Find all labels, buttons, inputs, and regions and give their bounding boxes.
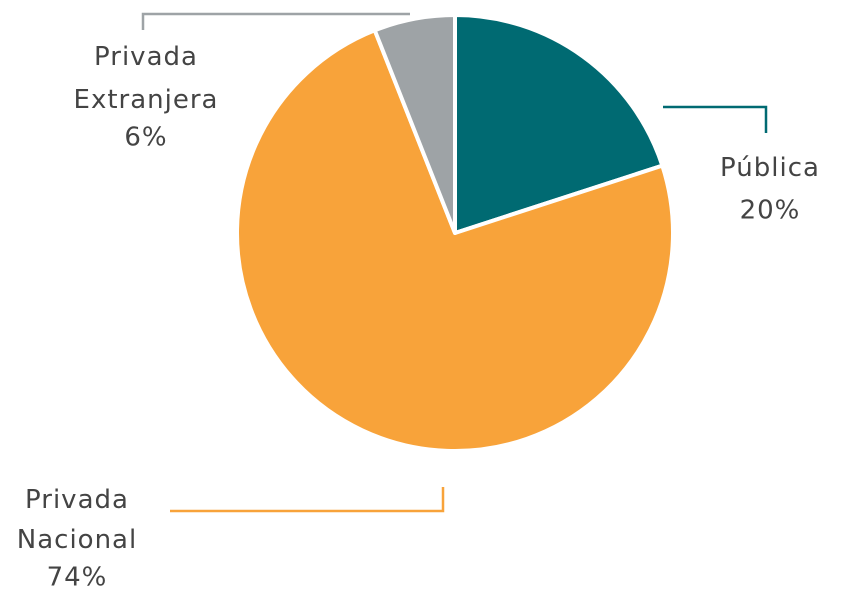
label-line: Privada: [25, 485, 129, 515]
value-label: 20%: [740, 196, 801, 226]
value-label: 6%: [124, 123, 167, 153]
label-line: Extranjera: [74, 85, 219, 115]
category-label: Privada Nacional: [17, 485, 137, 555]
label-line: Pública: [720, 153, 820, 183]
leader-line: [141, 12, 410, 30]
label-line: Privada: [94, 42, 198, 72]
label-line: Nacional: [17, 525, 137, 555]
category-label: Privada Extranjera: [74, 42, 219, 115]
pie-slice: [372, 13, 457, 235]
value-label: 74%: [47, 563, 108, 593]
pie-slice: [235, 28, 675, 453]
category-label: Pública: [720, 153, 820, 183]
pie-slice: [453, 13, 665, 235]
leader-line: [663, 105, 768, 133]
leader-line: [170, 487, 445, 513]
